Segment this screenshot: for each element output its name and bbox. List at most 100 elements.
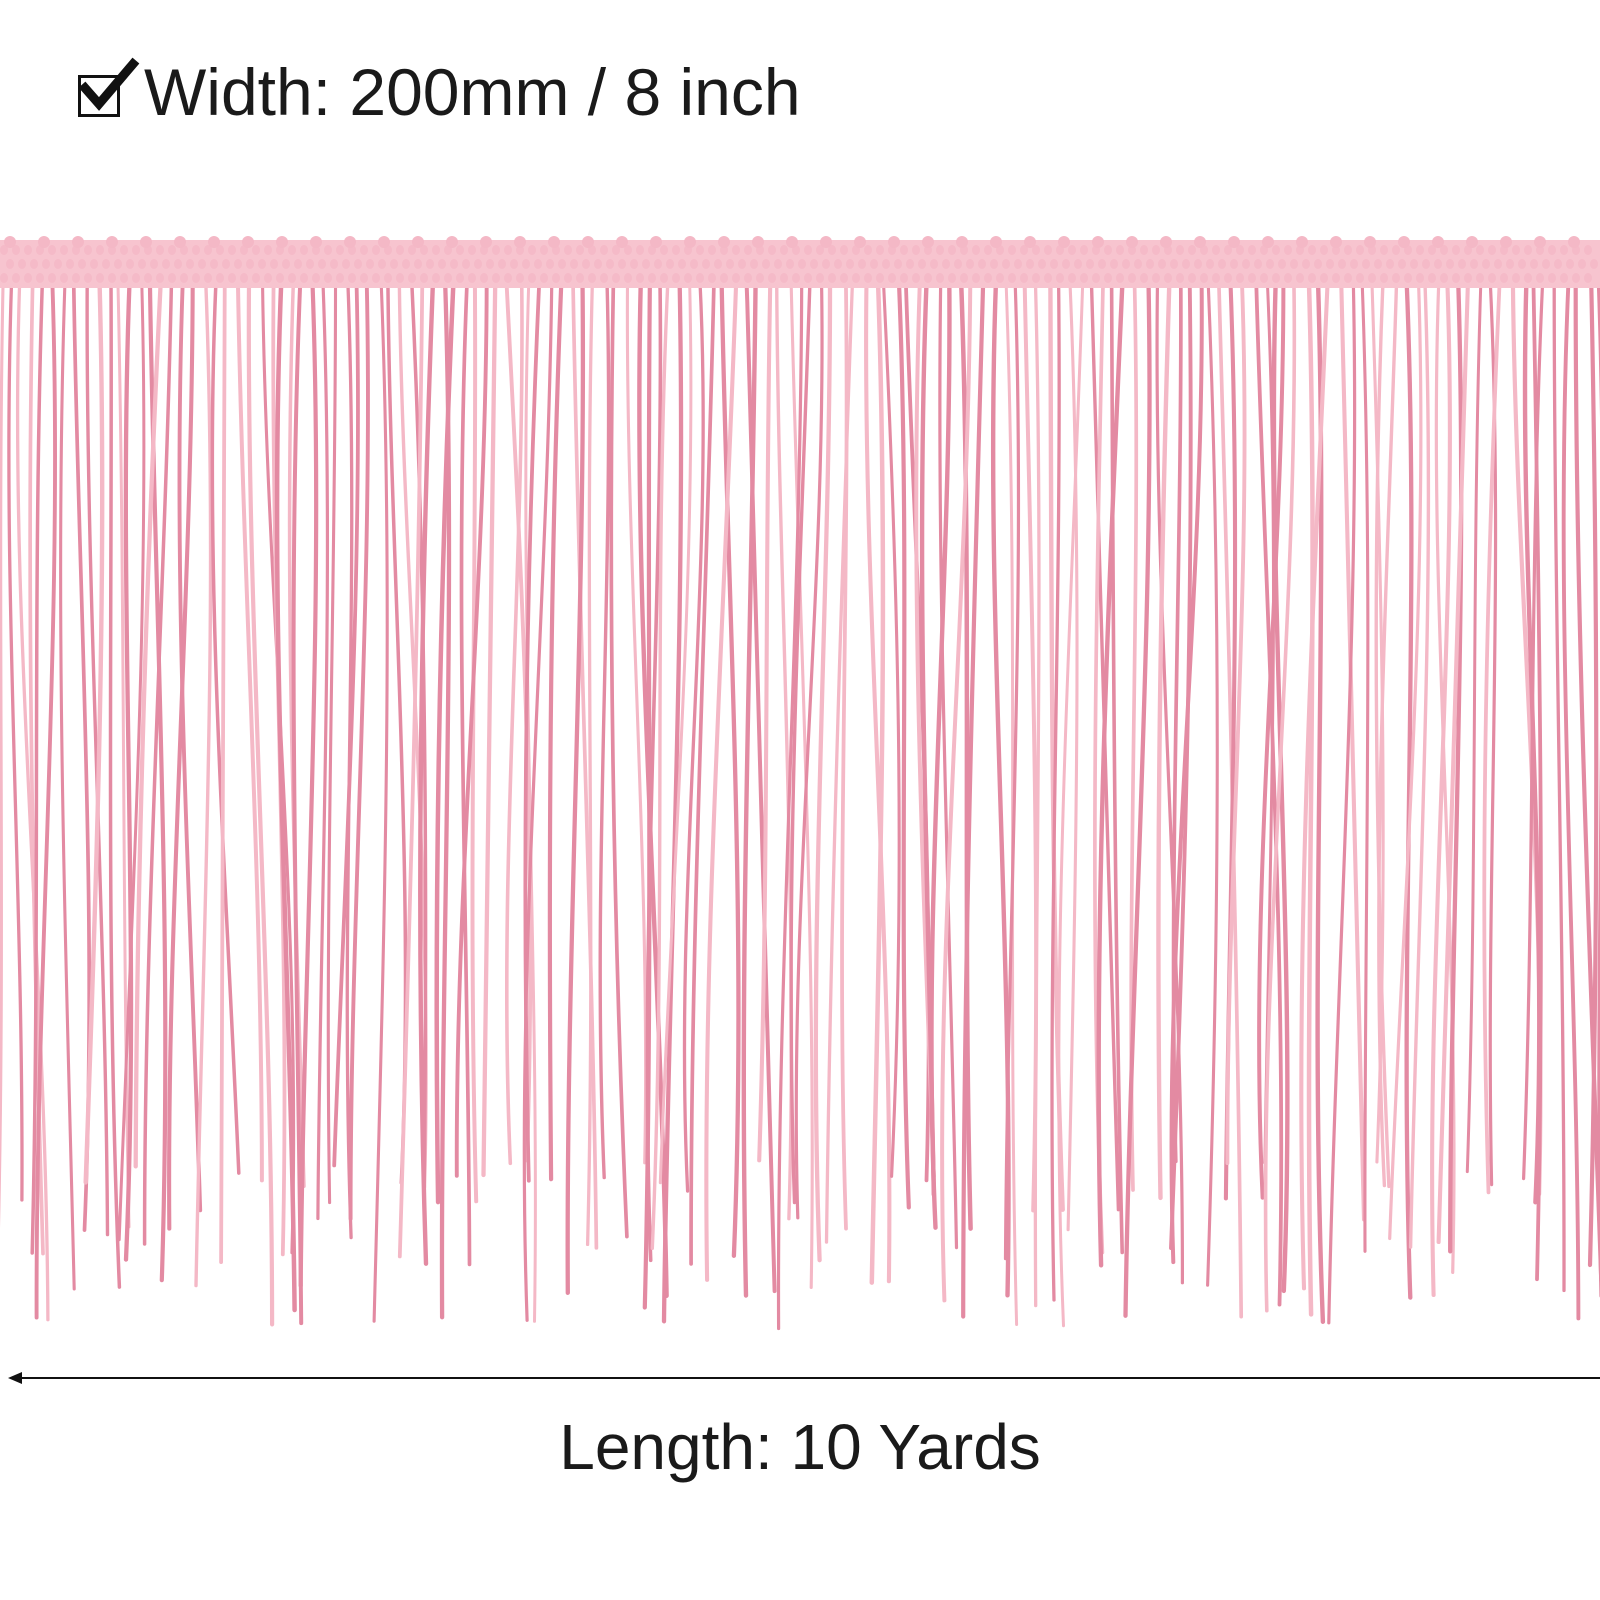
- fringe-band-knit: [600, 273, 608, 283]
- fringe-band-knit: [1494, 259, 1502, 269]
- fringe-band-knit: [1236, 273, 1244, 283]
- fringe-band-knit: [1224, 245, 1232, 255]
- fringe-band-scallop: [1432, 236, 1444, 248]
- fringe-band-scallop: [1160, 236, 1172, 248]
- fringe-band-knit: [660, 245, 668, 255]
- fringe-band-knit: [1350, 259, 1358, 269]
- fringe-band-knit: [126, 259, 134, 269]
- fringe-band-knit: [168, 273, 176, 283]
- fringe-band-scallop: [1534, 236, 1546, 248]
- fringe-band-knit: [1380, 273, 1388, 283]
- fringe-band-knit: [1182, 259, 1190, 269]
- width-spec: Width: 200mm / 8 inch: [78, 52, 801, 132]
- fringe-band-knit: [150, 259, 158, 269]
- fringe-band-knit: [1284, 273, 1292, 283]
- fringe-band-knit: [624, 273, 632, 283]
- fringe-band-knit: [1572, 273, 1580, 283]
- fringe-band-knit: [840, 273, 848, 283]
- fringe-band-knit: [180, 273, 188, 283]
- fringe-band-knit: [1140, 245, 1148, 255]
- fringe-thread: [372, 278, 389, 1323]
- fringe-band-knit: [546, 259, 554, 269]
- fringe-band-knit: [120, 273, 128, 283]
- fringe-thread: [246, 277, 275, 1327]
- fringe-band-knit: [1578, 259, 1586, 269]
- fringe-band-knit: [672, 273, 680, 283]
- fringe-band-knit: [1458, 259, 1466, 269]
- fringe-band-knit: [1176, 273, 1184, 283]
- fringe-thread: [133, 277, 163, 1169]
- fringe-band-knit: [936, 273, 944, 283]
- fringe-band-knit: [414, 259, 422, 269]
- fringe-band-scallop: [820, 236, 832, 248]
- fringe-band-knit: [1398, 259, 1406, 269]
- fringe-band-knit: [846, 259, 854, 269]
- fringe-thread: [287, 278, 306, 1188]
- fringe-thread: [813, 277, 833, 1263]
- fringe-band-scallop: [548, 236, 560, 248]
- fringe-band-knit: [636, 245, 644, 255]
- length-label: Length: 10 Yards: [559, 1411, 1041, 1483]
- fringe-band-knit: [114, 259, 122, 269]
- fringe-band-knit: [1248, 245, 1256, 255]
- fringe-band-knit: [1440, 245, 1448, 255]
- fringe-band-knit: [624, 245, 632, 255]
- fringe-band-scallop: [718, 236, 730, 248]
- fringe-band-knit: [186, 259, 194, 269]
- fringe-thread: [776, 278, 804, 1331]
- fringe-band-knit: [900, 273, 908, 283]
- fringe-band-knit: [1254, 259, 1262, 269]
- fringe-band-knit: [540, 273, 548, 283]
- width-label: Width: 200mm / 8 inch: [144, 55, 801, 129]
- fringe-band-knit: [1518, 259, 1526, 269]
- fringe-band-knit: [258, 259, 266, 269]
- fringe-band-scallop: [1398, 236, 1410, 248]
- fringe-thread: [704, 277, 739, 1282]
- fringe-thread: [210, 278, 241, 1175]
- fringe-band-knit: [1536, 273, 1544, 283]
- fringe-band-knit: [306, 259, 314, 269]
- fringe-thread: [434, 277, 456, 1205]
- fringe-band-knit: [1206, 259, 1214, 269]
- fringe-band-knit: [768, 245, 776, 255]
- fringe-band-knit: [330, 259, 338, 269]
- fringe-band-knit: [144, 273, 152, 283]
- fringe-band-knit: [1056, 273, 1064, 283]
- fringe-thread: [1339, 277, 1367, 1222]
- fringe-band: [0, 236, 1600, 288]
- fringe-thread: [117, 278, 146, 1242]
- fringe-band-knit: [1548, 273, 1556, 283]
- fringe-band-knit: [342, 259, 350, 269]
- fringe-band-scallop: [922, 236, 934, 248]
- fringe-band-knit: [702, 259, 710, 269]
- fringe-band-knit: [870, 259, 878, 269]
- fringe-thread: [1271, 277, 1290, 1294]
- fringe-thread: [1404, 277, 1414, 1300]
- fringe-band-scallop: [344, 236, 356, 248]
- fringe-thread: [719, 277, 741, 1258]
- fringe-band-knit: [288, 245, 296, 255]
- fringe-band-scallop: [514, 236, 526, 248]
- fringe-thread: [418, 277, 436, 1266]
- fringe-band-knit: [276, 273, 284, 283]
- fringe-band-knit: [1314, 259, 1322, 269]
- fringe-band-knit: [12, 245, 20, 255]
- fringe-thread: [316, 278, 330, 1221]
- fringe-band-knit: [1026, 259, 1034, 269]
- fringe-band-knit: [168, 245, 176, 255]
- fringe-band-knit: [1590, 259, 1598, 269]
- fringe-band-knit: [1068, 273, 1076, 283]
- fringe-band-knit: [42, 259, 50, 269]
- fringe-thread: [1374, 278, 1391, 1189]
- fringe-band-knit: [1560, 273, 1568, 283]
- fringe-thread: [625, 278, 648, 1165]
- fringe-band-knit: [1524, 273, 1532, 283]
- fringe-thread: [219, 278, 227, 1264]
- fringe-band-scallop: [38, 236, 50, 248]
- fringe-band-knit: [354, 259, 362, 269]
- fringe-band-knit: [648, 273, 656, 283]
- fringe-thread: [1552, 278, 1566, 1293]
- fringe-band-knit: [1446, 259, 1454, 269]
- fringe-band-knit: [108, 273, 116, 283]
